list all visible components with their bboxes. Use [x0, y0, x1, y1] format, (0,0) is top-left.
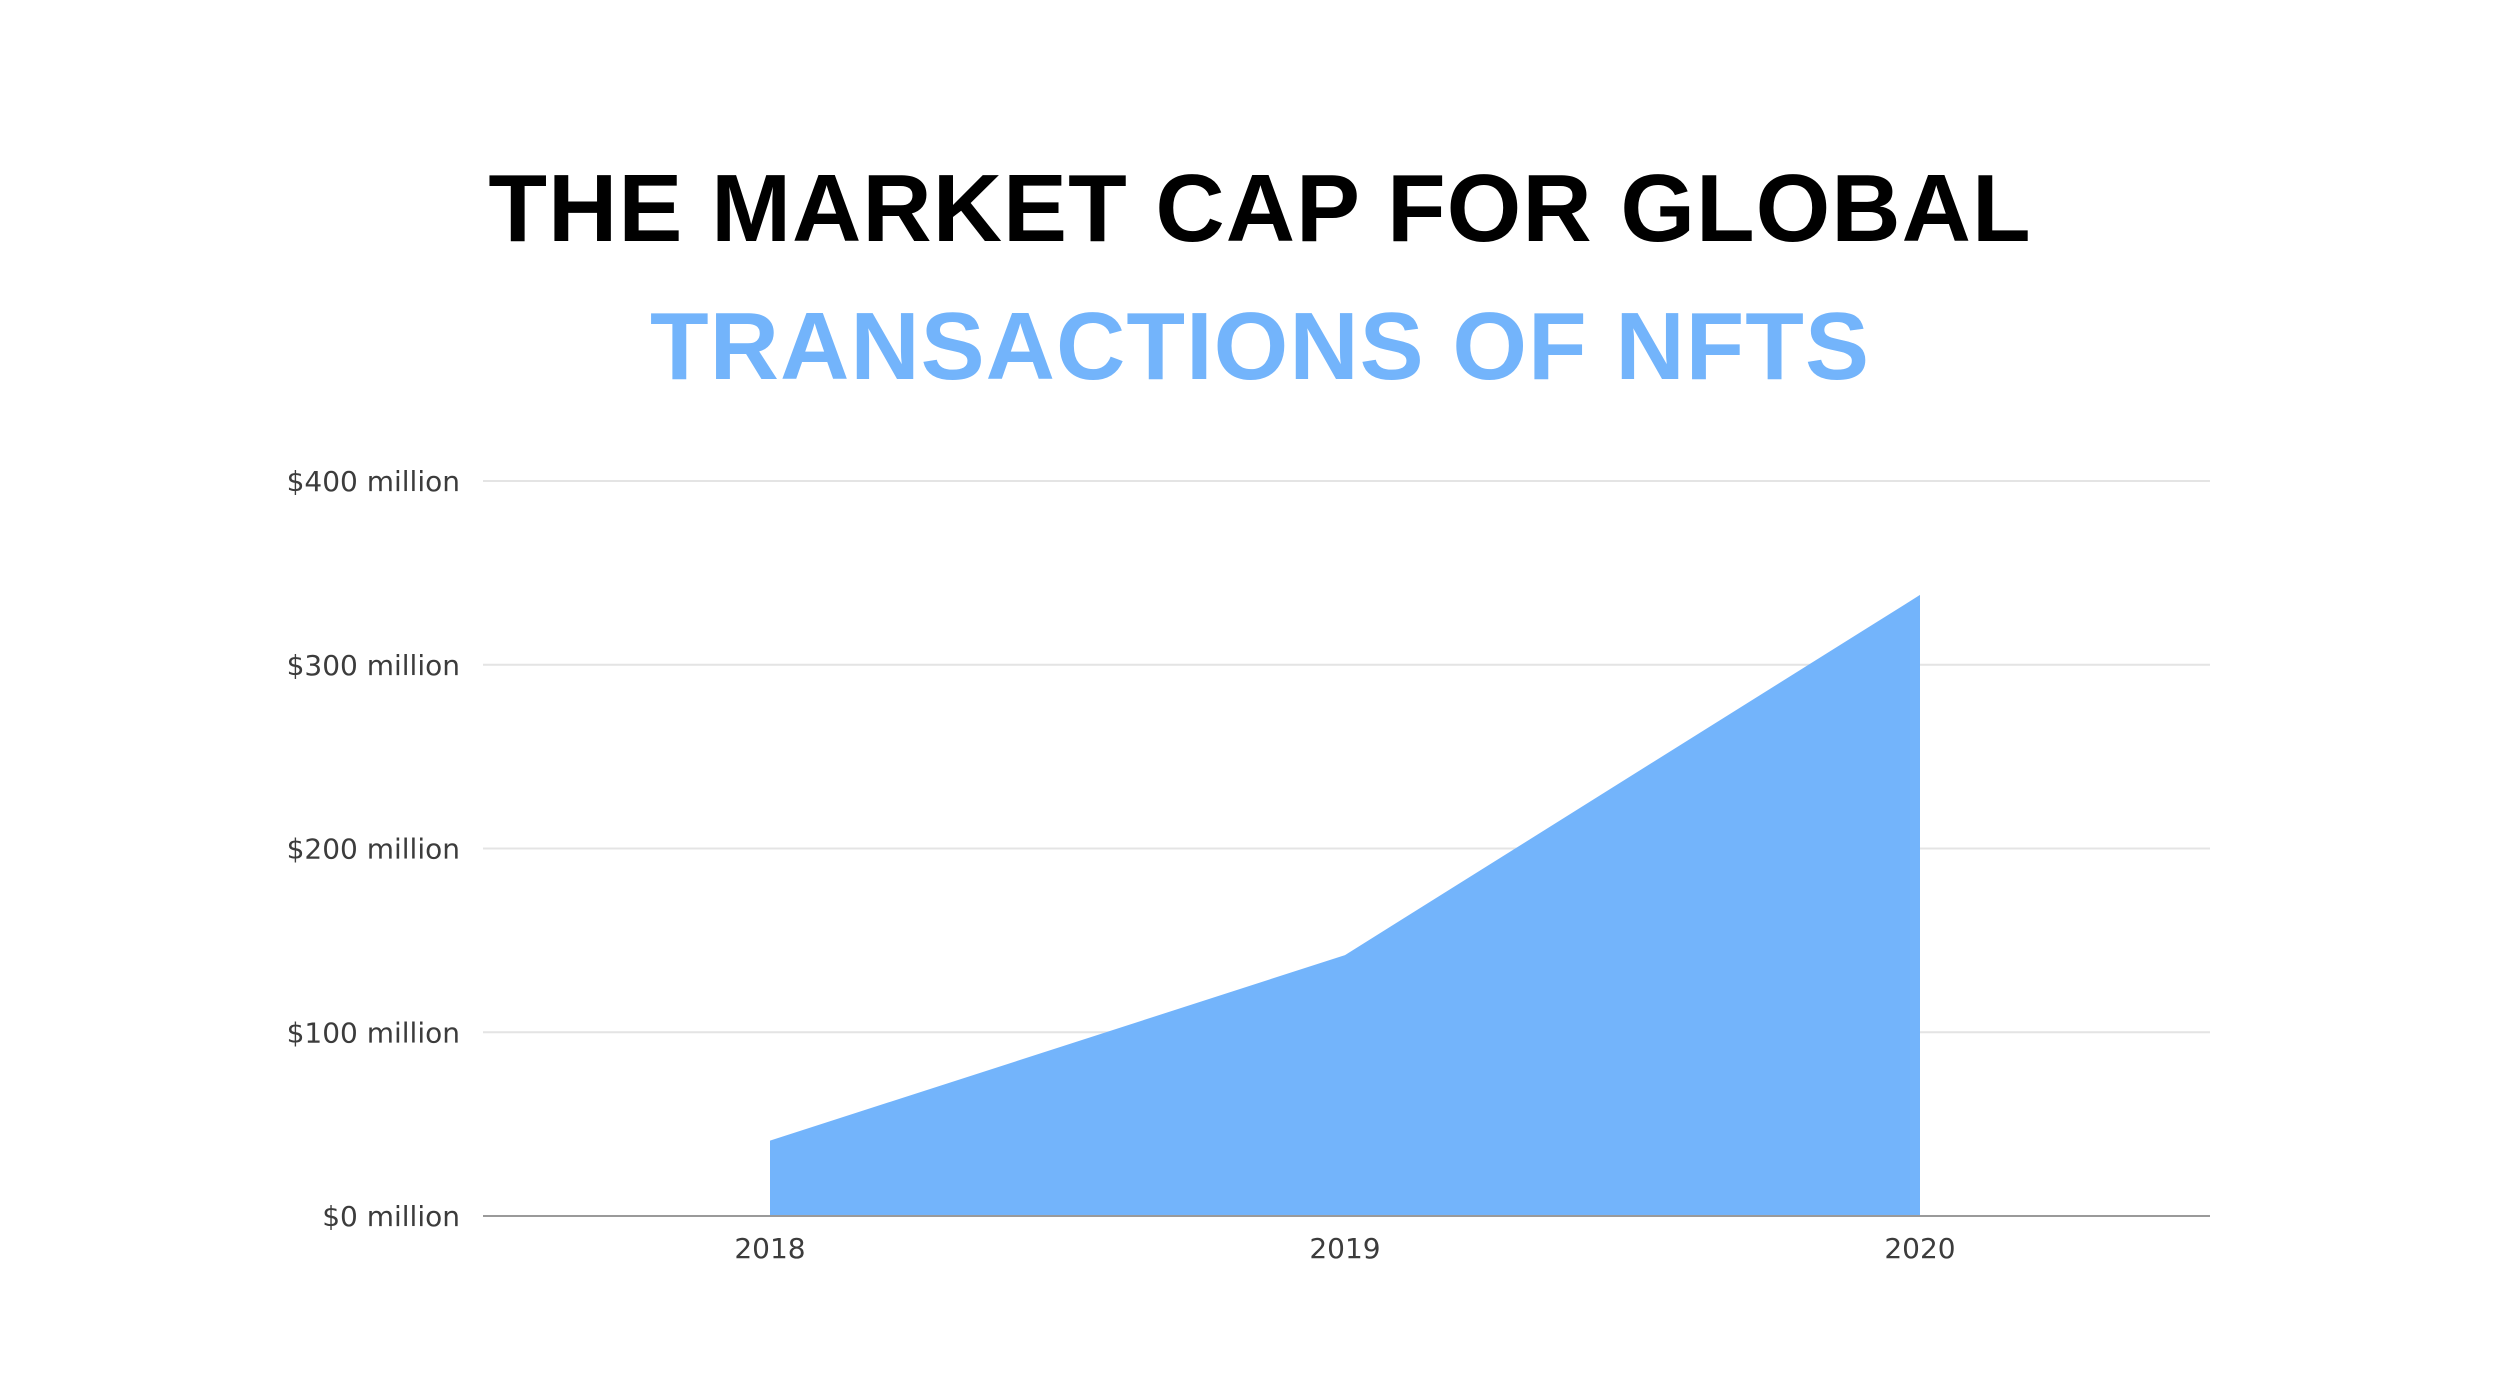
y-tick-label: $300 million	[287, 649, 460, 682]
series-area	[770, 594, 1920, 1216]
y-tick-label: $100 million	[287, 1016, 460, 1049]
x-axis-tick-labels: 2018 2019 2020	[734, 1232, 1955, 1265]
series-area-layer	[770, 594, 1920, 1216]
chart-title-line-1: THE MARKET CAP FOR GLOBAL	[488, 155, 2032, 262]
y-tick-label: $400 million	[287, 465, 460, 498]
x-tick-label: 2020	[1884, 1232, 1955, 1265]
chart-title-line-2: TRANSACTIONS OF NFTS	[650, 293, 1870, 400]
y-axis-tick-labels: $0 million $100 million $200 million $300 m…	[287, 465, 460, 1233]
y-tick-label: $0 million	[322, 1200, 460, 1233]
chart-title: THE MARKET CAP FOR GLOBAL TRANSACTIONS O…	[0, 140, 2500, 416]
gridlines	[483, 480, 2210, 1034]
x-tick-label: 2018	[734, 1232, 805, 1265]
x-tick-label: 2019	[1309, 1232, 1380, 1265]
y-tick-label: $200 million	[287, 833, 460, 866]
